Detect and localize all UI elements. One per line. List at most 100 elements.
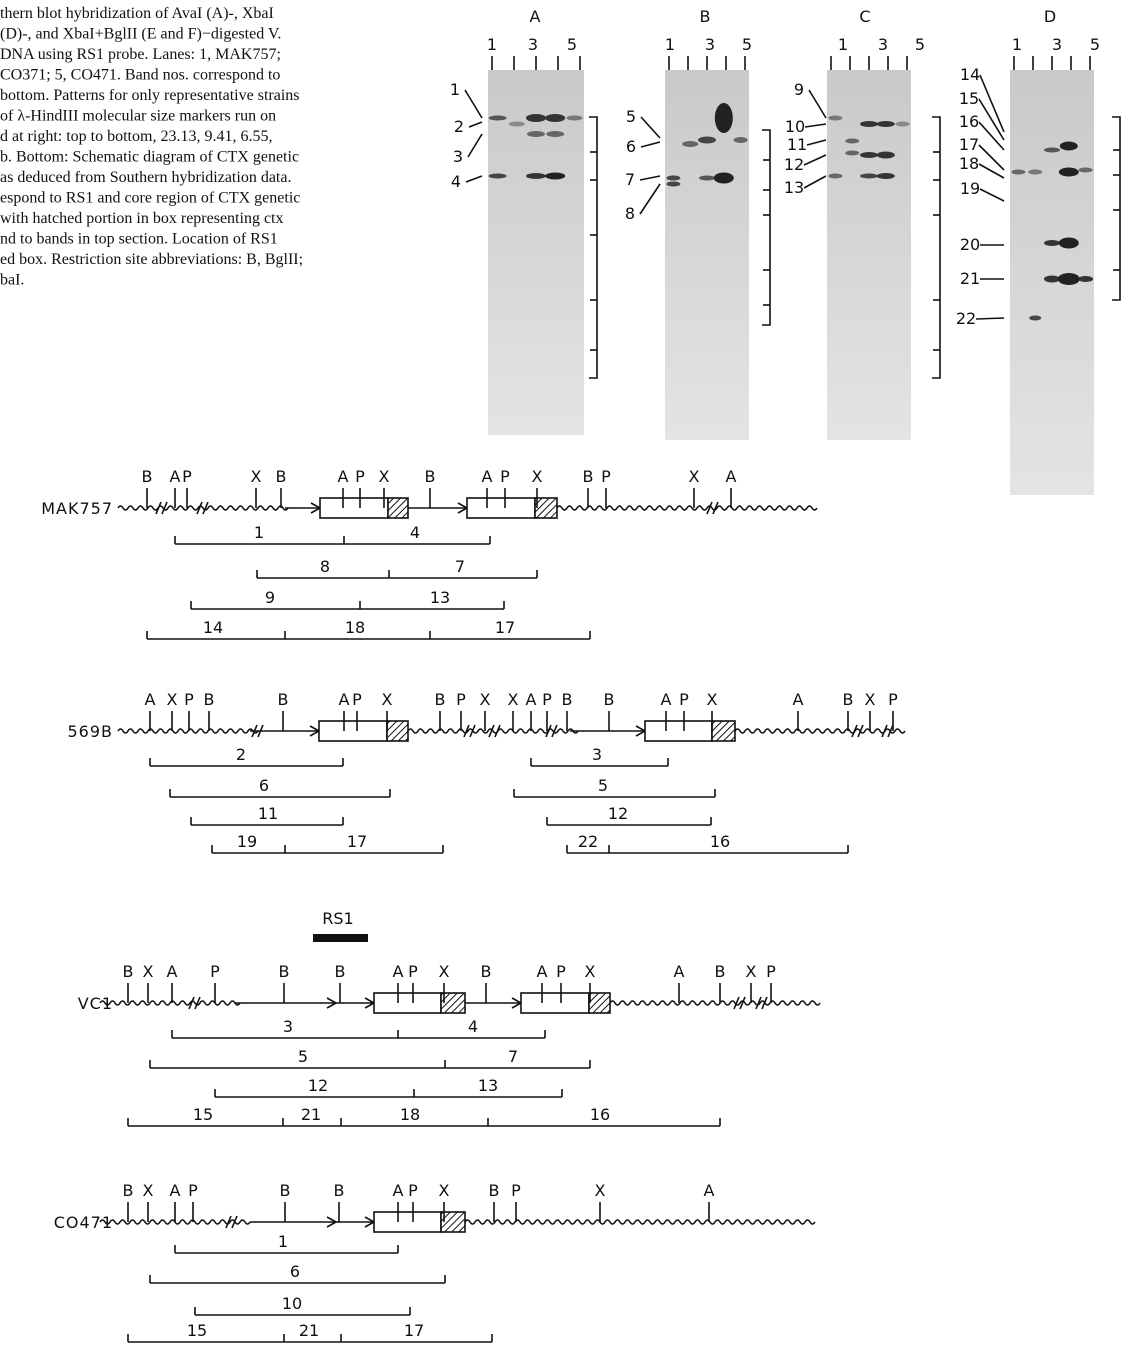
site-label: B [435, 690, 446, 709]
gel-band [845, 151, 859, 156]
chromosome-wavy [100, 1001, 240, 1005]
fragment-label: 18 [345, 618, 365, 637]
site-label: P [182, 467, 192, 486]
caption-line: bottom. Patterns for only representative… [0, 87, 299, 104]
site-label: B [123, 962, 134, 981]
gel-band [666, 182, 680, 187]
site-label: A [726, 467, 737, 486]
fragment-label: 5 [598, 776, 608, 795]
band-label: 22 [956, 309, 976, 328]
gel-band [1011, 170, 1025, 175]
break-mark [852, 725, 863, 737]
band-leader [804, 155, 826, 165]
gel-band [1059, 168, 1079, 177]
band-label: 2 [454, 117, 464, 136]
site-label: A [704, 1181, 715, 1200]
lane-label: 3 [878, 35, 888, 54]
gel-band [828, 174, 842, 179]
fragment-label: 17 [347, 832, 367, 851]
ctx-hatch [387, 721, 408, 741]
ctx-hatch [388, 498, 408, 518]
site-label: A [393, 962, 404, 981]
site-label: P [355, 467, 365, 486]
site-label: B [562, 690, 573, 709]
caption-line: DNA using RS1 probe. Lanes: 1, MAK757; [0, 46, 281, 63]
fragment-label: 6 [259, 776, 269, 795]
site-label: X [707, 690, 718, 709]
band-label: 5 [626, 107, 636, 126]
band-label: 10 [785, 117, 805, 136]
fragment-label: 13 [430, 588, 450, 607]
site-label: A [661, 690, 672, 709]
gel-band [545, 114, 565, 122]
site-label: B [276, 467, 287, 486]
fragment-label: 9 [265, 588, 275, 607]
gel-image [665, 70, 749, 440]
gel-band [526, 173, 546, 179]
gel-band [877, 121, 895, 127]
lane-label: 3 [1052, 35, 1062, 54]
band-label: 6 [626, 137, 636, 156]
gel-band [715, 103, 733, 133]
site-label: X [585, 962, 596, 981]
site-label: A [339, 690, 350, 709]
caption-line: espond to RS1 and core region of CTX gen… [0, 190, 300, 207]
band-leader [468, 134, 482, 157]
break-mark [464, 725, 475, 737]
gel-band [860, 152, 878, 158]
fragment-label: 13 [478, 1076, 498, 1095]
site-label: A [338, 467, 349, 486]
core-box [645, 721, 712, 741]
fragment-label: 17 [495, 618, 515, 637]
site-label: P [888, 690, 898, 709]
lane-label: 3 [528, 35, 538, 54]
caption-line: nd to bands in top section. Location of … [0, 231, 278, 248]
gel-panel-label: C [859, 7, 870, 26]
gel-band [527, 131, 545, 137]
site-label: B [604, 690, 615, 709]
fragment-label: 16 [710, 832, 730, 851]
band-leader [979, 99, 1004, 140]
site-label: A [167, 962, 178, 981]
ctx-hatch [589, 993, 610, 1013]
band-leader [805, 124, 826, 127]
band-leader [640, 184, 660, 214]
gel-band [860, 121, 878, 127]
gel-band [845, 139, 859, 144]
gel-band [682, 141, 698, 147]
gel-band [714, 173, 734, 184]
chromosome-wavy [465, 1220, 815, 1224]
site-label: P [408, 1181, 418, 1200]
fragment-label: 6 [290, 1262, 300, 1281]
caption-line: ed box. Restriction site abbreviations: … [0, 251, 303, 268]
fragment-label: 1 [278, 1232, 288, 1251]
fragment-label: 1 [254, 523, 264, 542]
band-label: 21 [960, 269, 980, 288]
site-label: A [537, 962, 548, 981]
chromosome-wavy [118, 729, 258, 733]
fragment-label: 14 [203, 618, 223, 637]
gel-band [526, 114, 546, 122]
caption-line: with hatched portion in box representing… [0, 210, 283, 227]
fragment-label: 15 [187, 1321, 207, 1340]
site-label: B [489, 1181, 500, 1200]
core-box [467, 498, 535, 518]
core-box [319, 721, 387, 741]
fragment-label: 22 [578, 832, 598, 851]
fragment-label: 10 [282, 1294, 302, 1313]
core-box [374, 1212, 441, 1232]
band-leader [641, 117, 660, 138]
gel-band [489, 116, 507, 121]
break-mark [226, 1216, 237, 1228]
site-label: A [526, 690, 537, 709]
fragment-label: 5 [298, 1047, 308, 1066]
site-label: B [481, 962, 492, 981]
site-label: B [843, 690, 854, 709]
band-label: 16 [959, 112, 979, 131]
fragment-label: 19 [237, 832, 257, 851]
site-label: A [170, 467, 181, 486]
band-leader [640, 176, 660, 180]
core-box [374, 993, 441, 1013]
gel-image [488, 70, 584, 435]
fragment-label: 15 [193, 1105, 213, 1124]
